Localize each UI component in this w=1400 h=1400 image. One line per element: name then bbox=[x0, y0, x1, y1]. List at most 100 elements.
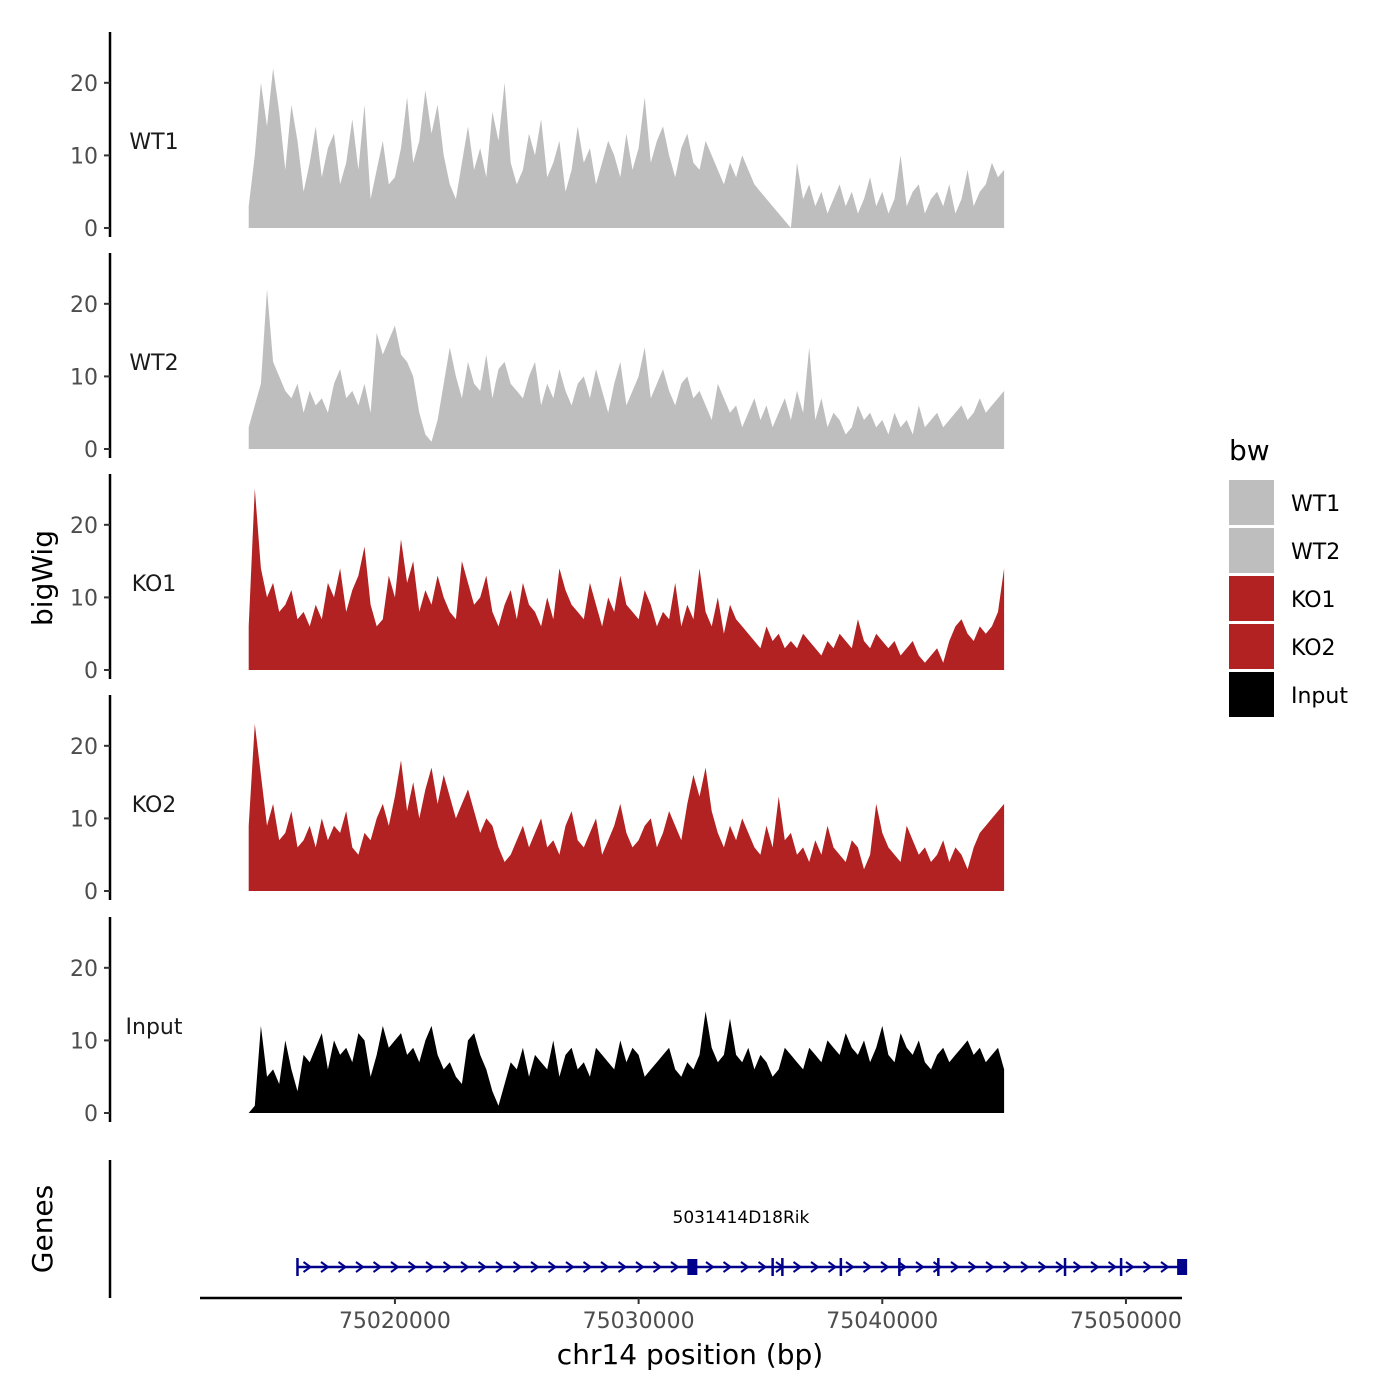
track-ko2: 0 10 20 KO2 bbox=[70, 695, 1005, 905]
legend-swatch-wt1 bbox=[1229, 480, 1274, 525]
legend-label-ko2: KO2 bbox=[1291, 636, 1336, 661]
legend-label-ko1: KO1 bbox=[1291, 588, 1336, 613]
strand-arrow bbox=[915, 1261, 925, 1273]
track-label: KO1 bbox=[132, 572, 177, 597]
strand-arrow bbox=[845, 1261, 855, 1273]
y-tick-label: 10 bbox=[70, 144, 98, 169]
x-tick-label: 75020000 bbox=[339, 1309, 451, 1334]
strand-arrow bbox=[862, 1261, 873, 1273]
strand-arrow bbox=[1160, 1261, 1170, 1273]
exon-block bbox=[1177, 1259, 1188, 1275]
y-tick-label: 20 bbox=[70, 72, 98, 97]
strand-arrow bbox=[442, 1261, 453, 1273]
y-tick-label: 20 bbox=[70, 735, 98, 760]
strand-arrow bbox=[1020, 1261, 1030, 1273]
strand-arrow bbox=[495, 1261, 505, 1273]
y-tick-label: 20 bbox=[70, 293, 98, 318]
y-tick-label: 10 bbox=[70, 586, 98, 611]
strand-arrow bbox=[565, 1261, 575, 1273]
strand-arrow bbox=[512, 1261, 523, 1273]
strand-arrow bbox=[617, 1261, 628, 1273]
legend-swatch-ko2 bbox=[1229, 624, 1274, 669]
strand-arrow bbox=[600, 1261, 610, 1273]
track-ko1: 0 10 20 KO1 bbox=[70, 474, 1005, 684]
track-wt2: 0 10 20 WT2 bbox=[70, 253, 1005, 463]
y-tick-label: 20 bbox=[70, 514, 98, 539]
strand-arrow bbox=[530, 1261, 540, 1273]
x-axis: 75020000 75030000 75040000 75050000 bbox=[200, 1296, 1182, 1334]
strand-arrow bbox=[740, 1261, 750, 1273]
area-ko1 bbox=[248, 488, 1005, 670]
legend-title: bw bbox=[1229, 434, 1270, 467]
track-wt1: 0 10 20 WT1 bbox=[70, 32, 1005, 242]
strand-arrow bbox=[932, 1261, 943, 1273]
strand-arrow bbox=[1055, 1261, 1065, 1273]
strand-arrow bbox=[670, 1261, 680, 1273]
area-ko2 bbox=[248, 724, 1005, 891]
strand-arrow bbox=[757, 1261, 768, 1273]
strand-arrow bbox=[827, 1261, 838, 1273]
y-tick-label: 20 bbox=[70, 957, 98, 982]
gene-name: 5031414D18Rik bbox=[673, 1208, 810, 1228]
legend-label-wt1: WT1 bbox=[1291, 492, 1340, 517]
x-tick-label: 75040000 bbox=[826, 1309, 938, 1334]
strand-arrow bbox=[897, 1261, 908, 1273]
strand-arrow bbox=[477, 1261, 488, 1273]
legend-label-input: Input bbox=[1291, 684, 1348, 709]
legend: bw WT1 WT2 KO1 KO2 Input bbox=[1229, 434, 1348, 717]
y-tick-label: 10 bbox=[70, 365, 98, 390]
area-wt1 bbox=[248, 68, 1005, 228]
area-input bbox=[248, 1011, 1005, 1113]
x-tick-label: 75050000 bbox=[1070, 1309, 1182, 1334]
signal-tracks: 0 10 20 WT1 0 10 20 WT2 0 10 20 KO1 0 10 20 KO2 0 10 20 Inp… bbox=[70, 32, 1005, 1127]
strand-arrow bbox=[652, 1261, 663, 1273]
exon-block bbox=[687, 1259, 698, 1275]
strand-arrow bbox=[635, 1261, 645, 1273]
track-label: Input bbox=[126, 1015, 183, 1040]
legend-label-wt2: WT2 bbox=[1291, 540, 1340, 565]
strand-arrow bbox=[355, 1261, 365, 1273]
y-tick-label: 0 bbox=[84, 880, 98, 905]
strand-arrow bbox=[1107, 1261, 1118, 1273]
strand-arrow bbox=[372, 1261, 383, 1273]
strand-arrow bbox=[1037, 1261, 1048, 1273]
y-tick-label: 0 bbox=[84, 659, 98, 684]
legend-swatch-input bbox=[1229, 672, 1274, 717]
track-label: WT2 bbox=[129, 351, 178, 376]
strand-arrow bbox=[582, 1261, 593, 1273]
y-tick-label: 10 bbox=[70, 1029, 98, 1054]
strand-arrow bbox=[1142, 1261, 1153, 1273]
y-tick-label: 10 bbox=[70, 807, 98, 832]
strand-arrow bbox=[302, 1261, 313, 1273]
strand-arrow bbox=[425, 1261, 435, 1273]
strand-arrow bbox=[1090, 1261, 1100, 1273]
strand-arrow bbox=[460, 1261, 470, 1273]
strand-arrow bbox=[967, 1261, 978, 1273]
legend-swatch-ko1 bbox=[1229, 576, 1274, 621]
track-label: WT1 bbox=[129, 130, 178, 155]
strand-arrow bbox=[390, 1261, 400, 1273]
strand-arrow bbox=[705, 1261, 715, 1273]
strand-arrow bbox=[1072, 1261, 1083, 1273]
x-axis-title: chr14 position (bp) bbox=[557, 1338, 823, 1371]
strand-arrow bbox=[320, 1261, 330, 1273]
gene-track: 5031414D18Rik bbox=[108, 1160, 1188, 1298]
strand-arrow bbox=[547, 1261, 558, 1273]
strand-arrow bbox=[880, 1261, 890, 1273]
y-tick-label: 0 bbox=[84, 217, 98, 242]
strand-arrow bbox=[950, 1261, 960, 1273]
track-label: KO2 bbox=[132, 793, 177, 818]
strand-arrow bbox=[722, 1261, 733, 1273]
y-tick-label: 0 bbox=[84, 1102, 98, 1127]
y-axis-title: bigWig bbox=[26, 530, 59, 626]
x-tick-label: 75030000 bbox=[583, 1309, 695, 1334]
strand-arrow bbox=[407, 1261, 418, 1273]
strand-arrow bbox=[810, 1261, 820, 1273]
track-input: 0 10 20 Input bbox=[70, 917, 1005, 1127]
strand-arrow bbox=[1125, 1261, 1135, 1273]
genes-axis-title: Genes bbox=[26, 1185, 59, 1273]
strand-arrow bbox=[985, 1261, 995, 1273]
strand-arrow bbox=[1002, 1261, 1013, 1273]
y-tick-label: 0 bbox=[84, 438, 98, 463]
